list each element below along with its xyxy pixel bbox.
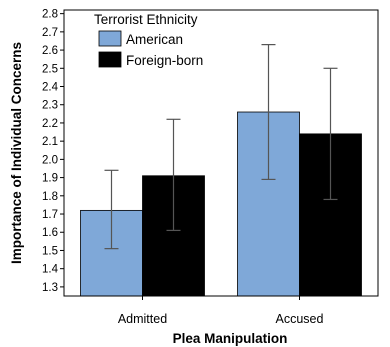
y-tick-label: 2.6 xyxy=(42,45,58,57)
x-tick-label: Accused xyxy=(276,312,324,326)
y-axis: 1.3 1.4 1.5 1.6 1.7 1.8 1.9 2.0 2.1 2.2 2.3 2.4 2.5 2… xyxy=(42,9,64,294)
plot-frame xyxy=(63,9,379,297)
error-bars-group xyxy=(104,44,338,250)
y-tick-label: 1.4 xyxy=(42,264,59,276)
x-axis-title: Plea Manipulation xyxy=(173,331,288,346)
legend-label-american: American xyxy=(126,32,183,47)
y-tick-label: 1.3 xyxy=(42,282,58,294)
x-tick-label: Admitted xyxy=(118,312,167,326)
y-tick-label: 2.3 xyxy=(42,100,58,112)
y-tick-label: 2.1 xyxy=(42,136,58,148)
bars-group xyxy=(80,111,362,297)
x-axis: Admitted Accused xyxy=(118,296,324,326)
legend-label-foreign-born: Foreign-born xyxy=(126,53,203,68)
y-tick-label: 2.0 xyxy=(42,154,58,166)
y-tick-label: 2.8 xyxy=(42,9,58,21)
y-tick-label: 1.5 xyxy=(42,245,58,257)
legend-swatch-foreign-born xyxy=(98,51,122,68)
y-tick-label: 1.6 xyxy=(42,227,58,239)
legend-swatch-american xyxy=(98,30,122,47)
y-tick-label: 2.7 xyxy=(42,27,58,39)
legend-title: Terrorist Ethnicity xyxy=(94,12,198,27)
legend: Terrorist Ethnicity American Foreign-bor… xyxy=(94,12,203,68)
y-axis-title: Importance of Individual Concerns xyxy=(9,42,24,264)
y-tick-label: 2.2 xyxy=(42,118,58,130)
y-tick-label: 2.4 xyxy=(42,82,59,94)
y-tick-label: 1.7 xyxy=(42,209,58,221)
y-tick-label: 1.8 xyxy=(42,191,58,203)
y-tick-label: 2.5 xyxy=(42,63,58,75)
y-tick-label: 1.9 xyxy=(42,173,58,185)
